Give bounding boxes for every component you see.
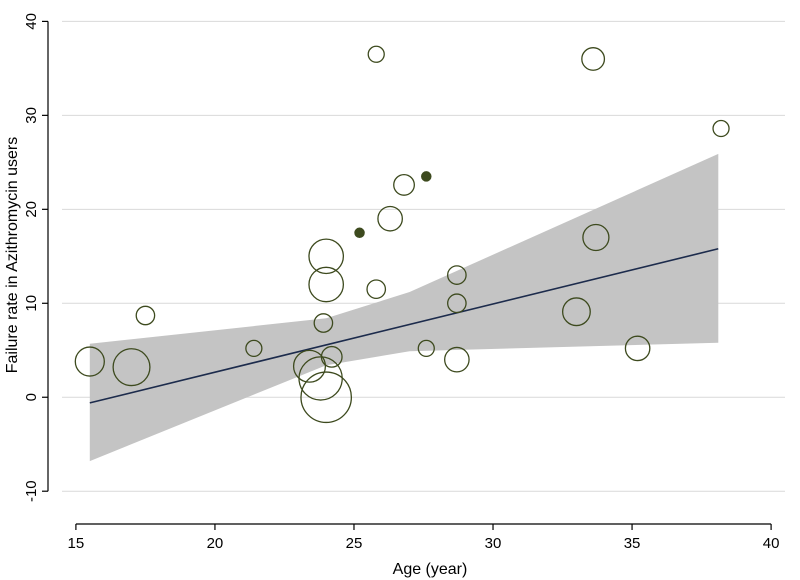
data-point xyxy=(447,265,467,285)
data-point xyxy=(112,348,151,387)
data-point xyxy=(421,171,432,182)
data-point xyxy=(444,346,470,373)
data-point xyxy=(393,173,415,196)
y-tick-label: 30 xyxy=(23,107,40,124)
data-point xyxy=(320,345,343,368)
data-point xyxy=(624,335,651,362)
x-axis-title: Age (year) xyxy=(393,561,468,578)
data-point xyxy=(366,279,387,300)
y-tick-label: 40 xyxy=(23,13,40,30)
y-tick-label: 10 xyxy=(23,295,40,312)
y-tick-label: 20 xyxy=(23,201,40,218)
data-point xyxy=(447,293,467,314)
data-point xyxy=(74,346,105,377)
data-point xyxy=(313,313,334,333)
data-point xyxy=(561,297,591,327)
data-point xyxy=(712,119,730,138)
confidence-band-layer xyxy=(89,153,719,462)
data-point xyxy=(245,339,263,358)
data-point xyxy=(300,371,353,424)
x-tick-label: 35 xyxy=(624,535,641,552)
data-point xyxy=(292,349,327,383)
x-tick-label: 25 xyxy=(346,535,363,552)
data-point xyxy=(308,238,345,275)
data-point xyxy=(308,266,345,303)
confidence-band xyxy=(89,153,719,462)
y-tick-label: -10 xyxy=(23,480,40,502)
data-point xyxy=(582,223,610,252)
x-tick-label: 20 xyxy=(207,535,224,552)
data-point xyxy=(367,45,385,63)
axes xyxy=(42,20,772,530)
data-point xyxy=(417,339,435,358)
fit-line xyxy=(89,248,719,404)
data-point xyxy=(581,47,606,71)
x-tick-label: 30 xyxy=(485,535,502,552)
data-points xyxy=(74,45,730,424)
tick-labels: 15 20 25 30 35 40 -10 0 10 20 30 40 xyxy=(23,13,779,552)
y-tick-label: 0 xyxy=(23,393,40,401)
data-point xyxy=(135,305,156,326)
x-tick-label: 40 xyxy=(763,535,780,552)
y-axis-title: Failure rate in Azithromycin users xyxy=(4,137,21,374)
x-tick-label: 15 xyxy=(68,535,85,552)
fit-line-layer xyxy=(89,248,719,404)
data-point xyxy=(354,227,365,239)
data-point xyxy=(377,205,403,232)
